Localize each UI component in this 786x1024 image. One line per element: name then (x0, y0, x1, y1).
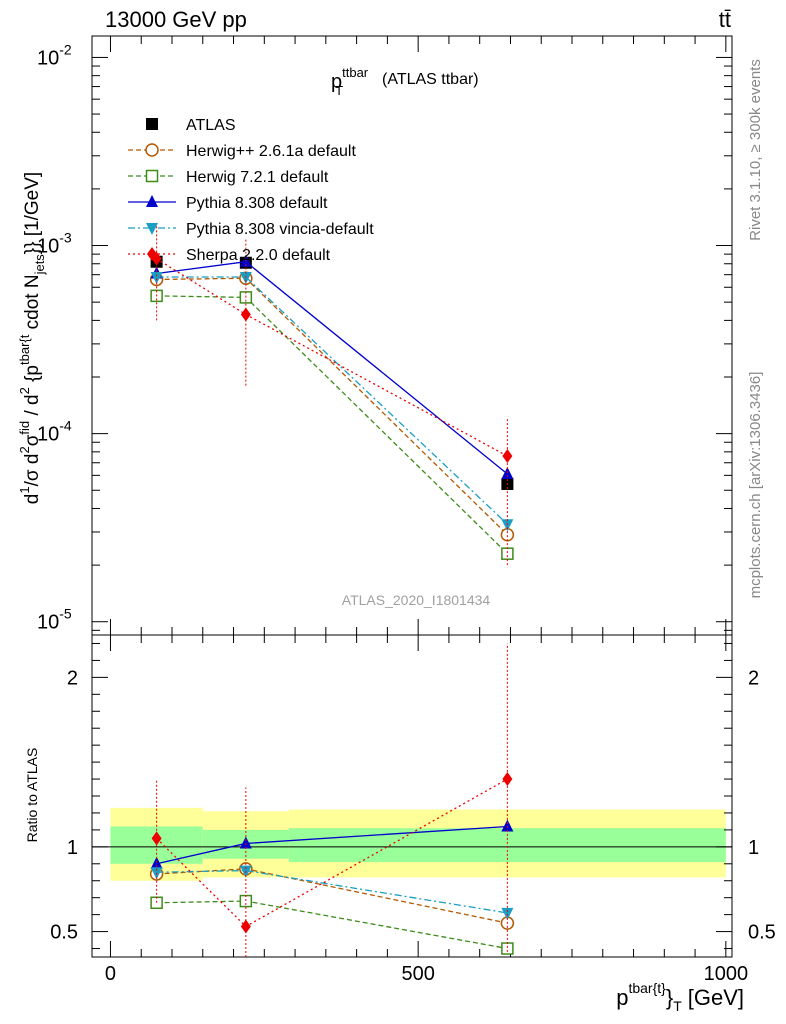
y-tick-label: 10-5 (37, 606, 72, 634)
data-point (501, 819, 514, 832)
series-line (156, 261, 508, 475)
series-atlas (150, 255, 514, 490)
series-line (156, 276, 508, 525)
y-tick-label: 2 (748, 667, 759, 689)
ylabel-unit: }} [1/GeV] (22, 172, 43, 254)
series-line (156, 869, 508, 914)
xlabel-brace: } (666, 985, 673, 1010)
ratio-y-ticks: 0.5 0.5 1 1 2 2 (50, 642, 776, 950)
legend-entry: Herwig 7.2.1 default (128, 169, 329, 186)
y-tick-label: 2 (67, 667, 78, 689)
data-point (240, 919, 251, 934)
y-tick-label: 0.5 (748, 922, 776, 944)
data-point (501, 519, 514, 532)
svg-text:d1/σ d2σfid / d2 {ptbar{t cdo: d1/σ d2σfid / d2 {ptbar{t cdot Njets}} [… (17, 172, 47, 504)
main-series (149, 224, 515, 566)
xlabel-unit: [GeV] (688, 985, 744, 1010)
x-tick-label: 500 (401, 963, 434, 985)
title-main: p (331, 71, 342, 93)
legend-label: Pythia 8.308 default (186, 195, 328, 212)
legend-marker (147, 247, 157, 261)
ylabel-cdot: cdot N (22, 274, 43, 329)
data-point (239, 272, 252, 285)
ratio-x-ticks: 0 500 1000 (105, 635, 748, 985)
ratio-series-sherpa-2-2-0-default (151, 643, 513, 957)
legend-marker (145, 169, 159, 183)
legend-marker (145, 143, 159, 157)
legend: ATLAS Herwig++ 2.6.1a default Herwig 7.2.1… (128, 117, 374, 264)
series-herwig-2-6-1a-default (149, 271, 515, 542)
series-herwig-7-2-1-default (150, 289, 514, 560)
legend-marker (146, 118, 158, 130)
main-x-ticks (109, 36, 727, 635)
series-pythia-8-308-vincia-default (150, 272, 514, 532)
data-point (240, 307, 251, 322)
x-tick-label: 0 (105, 963, 116, 985)
xlabel-main: p (616, 985, 628, 1010)
ratio-series (149, 643, 515, 957)
main-y-ticks: 10-2 10-3 10-4 10-5 (37, 41, 732, 634)
legend-label: Herwig++ 2.6.1a default (186, 143, 356, 160)
y-tick-label: 0.5 (50, 922, 78, 944)
main-ylabel: d1/σ d2σfid / d2 {ptbar{t cdot Njets}} [… (17, 172, 47, 504)
series-line (156, 295, 508, 555)
legend-marker (146, 195, 158, 207)
ratio-series-herwig-7-2-1-default (150, 894, 514, 955)
xlabel: ptbar{t}}T [GeV] (616, 980, 744, 1014)
xlabel-sup: tbar{t} (628, 980, 666, 996)
data-point (151, 831, 162, 846)
title-rest: (ATLAS ttbar) (382, 71, 479, 88)
legend-entry: Herwig++ 2.6.1a default (128, 143, 356, 160)
legend-label: ATLAS (186, 117, 236, 134)
xlabel-sub: T (673, 998, 682, 1014)
legend-entry: Sherpa 2.2.0 default (128, 247, 331, 264)
legend-label: Herwig 7.2.1 default (186, 169, 329, 186)
series-line (156, 900, 508, 950)
main-panel: 10-2 10-3 10-4 10-5 pttbar T (ATLAS ttbar) A… (17, 35, 733, 636)
legend-entry: Pythia 8.308 vincia-default (128, 221, 374, 238)
data-point (501, 942, 514, 955)
rivet-version-label: Rivet 3.1.10, ≥ 300k events (747, 59, 764, 241)
title-sub: T (335, 83, 343, 98)
data-point (151, 251, 162, 266)
y-tick-label: 10-2 (37, 41, 72, 69)
y-tick-label: 10-4 (37, 418, 72, 446)
plot-title: pttbar T (331, 65, 369, 98)
uncertainty-band-inner (288, 828, 726, 863)
data-point (502, 772, 513, 787)
ratio-panel: 0.5 0.5 1 1 2 2 0 500 1000 Ratio to ATLAS ptbar… (24, 634, 776, 1014)
energy-label: 13000 GeV pp (105, 7, 247, 32)
y-tick-label: 1 (748, 837, 759, 859)
process-label: tt̄ (719, 7, 731, 32)
mcplots-label: mcplots.cern.ch [arXiv:1306.3436] (747, 372, 764, 599)
y-tick-label: 10-3 (37, 230, 72, 258)
data-point (239, 836, 252, 849)
x-tick-label: 1000 (704, 963, 749, 985)
y-tick-label: 1 (67, 837, 78, 859)
ratio-ylabel: Ratio to ATLAS (24, 748, 40, 843)
legend-marker (146, 223, 158, 235)
data-point (501, 547, 514, 560)
legend-label: Sherpa 2.2.0 default (186, 247, 331, 264)
data-point (150, 272, 163, 285)
data-point (502, 449, 513, 464)
title-sup: ttbar (342, 65, 369, 80)
series-sherpa-2-2-0-default (151, 224, 513, 566)
legend-entry: Pythia 8.308 default (128, 195, 328, 212)
legend-label: Pythia 8.308 vincia-default (186, 221, 374, 238)
analysis-watermark: ATLAS_2020_I1801434 (342, 592, 491, 608)
series-line (156, 258, 508, 457)
ratio-bands (110, 807, 726, 881)
data-point (150, 856, 163, 869)
legend-entry: ATLAS (146, 117, 236, 134)
series-line (156, 277, 508, 536)
ratio-frame (91, 634, 733, 958)
